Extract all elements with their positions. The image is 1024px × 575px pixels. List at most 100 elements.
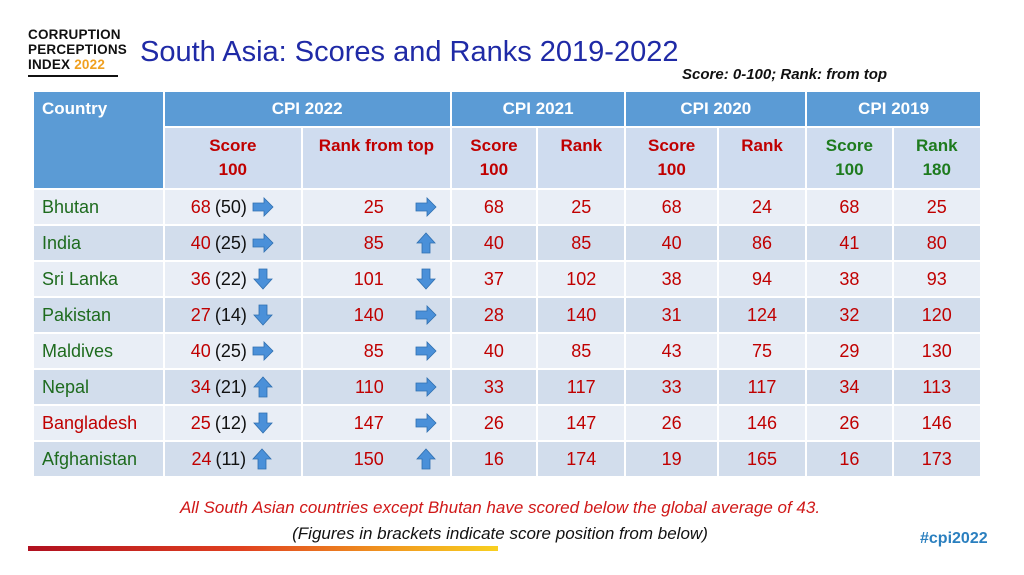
arrow-right-icon [415, 197, 437, 217]
score-2022: 68 [190, 196, 211, 217]
rank-2021: 174 [538, 442, 625, 476]
rank-2021: 25 [538, 190, 625, 224]
rank-2022-cell: 85 [303, 226, 450, 260]
country-name: Maldives [34, 334, 163, 368]
score-2021: 26 [451, 406, 537, 440]
rank-2022: 25 [363, 196, 384, 217]
cpi-table: Country CPI 2022 CPI 2021 CPI 2020 CPI 2… [32, 90, 982, 478]
arrow-down-icon [252, 268, 273, 290]
subheader-rank-2021: Rank [538, 128, 625, 188]
rank-2019: 80 [893, 226, 980, 260]
rank-2021: 147 [538, 406, 625, 440]
rank-2020: 117 [718, 370, 806, 404]
arrow-up-icon [415, 232, 436, 254]
rank-2019: 173 [893, 442, 980, 476]
score-2019: 32 [807, 298, 892, 332]
rank-2019: 146 [893, 406, 980, 440]
rank-2020: 146 [718, 406, 806, 440]
score-2021: 40 [451, 334, 537, 368]
table-row: Nepal 34 (21) 110 33 117 33 117 34 113 [34, 370, 980, 404]
score-2020: 19 [626, 442, 717, 476]
rank-2022-cell: 85 [303, 334, 450, 368]
arrow-right-icon [252, 233, 274, 253]
rank-2022-cell: 140 [303, 298, 450, 332]
subheader-score-2019: Score 100 [807, 128, 892, 188]
score-2019: 16 [807, 442, 892, 476]
rank-2022: 140 [353, 304, 384, 325]
score-2021: 37 [451, 262, 537, 296]
score-2020: 68 [626, 190, 717, 224]
score-position: (21) [214, 376, 247, 397]
arrow-down-icon [252, 412, 273, 434]
score-2022: 27 [190, 304, 211, 325]
rank-2022: 150 [353, 448, 384, 469]
rank-2021: 85 [538, 334, 625, 368]
table-row: India 40 (25) 85 40 85 40 86 41 80 [34, 226, 980, 260]
rank-2022: 110 [355, 376, 384, 397]
score-2020: 43 [626, 334, 717, 368]
rank-2020: 165 [718, 442, 806, 476]
table-body: Bhutan 68 (50) 25 68 25 68 24 68 25 India 40 (25) 85 4… [34, 190, 980, 476]
table-row: Bangladesh 25 (12) 147 26 147 26 146 26 146 [34, 406, 980, 440]
score-2022-cell: 36 (22) [164, 262, 302, 296]
score-2019: 34 [807, 370, 892, 404]
subheader-rank-2019: Rank 180 [893, 128, 980, 188]
score-position: (11) [215, 448, 247, 469]
rank-2020: 75 [718, 334, 806, 368]
score-2020: 31 [626, 298, 717, 332]
rank-2022: 147 [353, 412, 384, 433]
country-name: Bangladesh [34, 406, 163, 440]
score-2022-cell: 24 (11) [164, 442, 302, 476]
score-2021: 40 [451, 226, 537, 260]
score-2021: 16 [451, 442, 537, 476]
arrow-right-icon [252, 197, 274, 217]
rank-2021: 117 [538, 370, 625, 404]
rank-2022-cell: 147 [303, 406, 450, 440]
score-2022-cell: 68 (50) [164, 190, 302, 224]
rank-2022: 85 [363, 232, 384, 253]
score-position: (14) [214, 304, 247, 325]
subheader-score-2022: Score 100 [164, 128, 302, 188]
rank-2019: 113 [893, 370, 980, 404]
score-2022: 34 [190, 376, 211, 397]
score-2019: 41 [807, 226, 892, 260]
score-2019: 68 [807, 190, 892, 224]
rank-2020: 86 [718, 226, 806, 260]
rank-2019: 120 [893, 298, 980, 332]
rank-2020: 124 [718, 298, 806, 332]
logo-line-3: INDEX 2022 [28, 57, 120, 72]
rank-2021: 102 [538, 262, 625, 296]
subheader-rank-2022: Rank from top [303, 128, 450, 188]
arrow-down-icon [415, 268, 436, 290]
note-global-average: All South Asian countries except Bhutan … [179, 498, 821, 517]
gradient-bar [28, 546, 498, 551]
score-position: (12) [214, 412, 247, 433]
arrow-right-icon [252, 341, 274, 361]
logo-line-2: PERCEPTIONS [28, 42, 127, 57]
subheader-rank-2020: Rank [718, 128, 806, 188]
country-name: Sri Lanka [34, 262, 163, 296]
rank-2019: 130 [893, 334, 980, 368]
score-position: (50) [214, 196, 247, 217]
arrow-up-icon [252, 448, 273, 470]
rank-2022: 85 [363, 340, 384, 361]
score-2022-cell: 25 (12) [164, 406, 302, 440]
country-name: Afghanistan [34, 442, 163, 476]
score-2020: 40 [626, 226, 717, 260]
rank-2022-cell: 150 [303, 442, 450, 476]
arrow-right-icon [415, 377, 437, 397]
score-2019: 29 [807, 334, 892, 368]
logo-index: INDEX [28, 57, 71, 72]
country-name: Pakistan [34, 298, 163, 332]
page-subtitle: Score: 0-100; Rank: from top [682, 66, 888, 83]
rank-2022-cell: 101 [303, 262, 450, 296]
rank-2020: 24 [718, 190, 806, 224]
arrow-up-icon [252, 376, 273, 398]
header-cpi-2021: CPI 2021 [451, 92, 625, 126]
score-2022: 24 [191, 448, 212, 469]
score-2022: 40 [190, 340, 211, 361]
score-2020: 38 [626, 262, 717, 296]
header-cpi-2022: CPI 2022 [164, 92, 450, 126]
score-2022-cell: 34 (21) [164, 370, 302, 404]
rank-2020: 94 [718, 262, 806, 296]
